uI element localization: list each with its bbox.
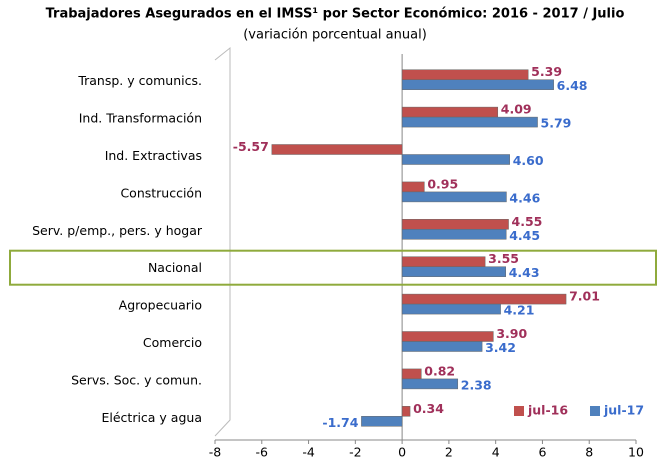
bar: [401, 331, 494, 342]
value-label: 0.34: [413, 401, 444, 416]
x-tick-label: -2: [349, 445, 361, 460]
value-label: -5.57: [233, 139, 269, 154]
y-tick-label: Eléctrica y agua: [101, 410, 202, 425]
x-tick-label: 2: [445, 445, 453, 460]
value-label: -1.74: [322, 415, 358, 430]
bar: [401, 406, 411, 417]
x-tick-label: 0: [398, 445, 406, 460]
x-tick-label: 6: [538, 445, 546, 460]
value-label: 7.01: [569, 289, 600, 304]
value-label: 4.09: [501, 102, 532, 117]
x-tick-label: -6: [256, 445, 269, 460]
value-label: 3.55: [488, 251, 519, 266]
bar: [271, 144, 403, 155]
x-tick-label: 4: [492, 445, 500, 460]
y-tick-label: Servs. Soc. y comun.: [71, 372, 202, 387]
highlight-box: [9, 249, 657, 286]
legend-swatch: [590, 406, 600, 416]
bar: [401, 266, 506, 277]
y-tick-label: Ind. Transformación: [79, 111, 202, 126]
bar: [401, 116, 538, 128]
bar: [401, 181, 425, 193]
bar: [401, 191, 507, 203]
value-label: 0.82: [424, 363, 455, 378]
chart-subtitle: (variación porcentual anual): [243, 28, 427, 43]
value-label: 5.79: [541, 116, 572, 131]
plot-wall: [214, 46, 231, 437]
legend-label: jul-17: [603, 403, 644, 418]
x-tick-label: 10: [628, 445, 644, 460]
y-tick-label: Ind. Extractivas: [105, 148, 202, 163]
y-tick-label: Agropecuario: [119, 298, 202, 313]
value-label: 3.42: [485, 340, 516, 355]
y-tick-label: Serv. p/emp., pers. y hogar: [32, 223, 203, 238]
bar: [401, 106, 499, 118]
bar: [401, 229, 507, 240]
bar: [401, 79, 554, 90]
legend-label: jul-16: [527, 403, 568, 418]
value-label: 6.48: [557, 78, 588, 93]
bar: [401, 303, 501, 315]
bar: [401, 154, 510, 165]
value-label: 3.90: [496, 326, 527, 341]
value-label: 4.45: [509, 228, 540, 243]
bar: [401, 219, 509, 230]
bar: [401, 69, 529, 80]
bar: [401, 368, 422, 380]
value-label: 4.43: [509, 265, 540, 280]
chart-title: Trabajadores Asegurados en el IMSS¹ por …: [46, 7, 625, 22]
legend-swatch: [514, 406, 524, 416]
value-label: 4.55: [512, 214, 543, 229]
y-tick-label: Construcción: [120, 185, 202, 200]
x-tick-label: 8: [585, 445, 593, 460]
y-tick-label: Transp. y comunics.: [77, 73, 202, 88]
bar: [401, 293, 567, 305]
bar: [401, 378, 459, 390]
bar: [401, 341, 483, 352]
x-tick-label: -4: [302, 445, 315, 460]
y-tick-label: Comercio: [143, 335, 202, 350]
value-label: 0.95: [427, 176, 458, 191]
value-label: 2.38: [461, 377, 492, 392]
value-label: 5.39: [531, 64, 562, 79]
value-label: 4.46: [509, 190, 540, 205]
y-tick-label: Nacional: [148, 260, 202, 275]
value-label: 4.21: [504, 303, 535, 318]
x-tick-label: -8: [209, 445, 222, 460]
value-label: 4.60: [513, 153, 544, 168]
bar: [361, 416, 403, 427]
bar: [401, 256, 486, 267]
